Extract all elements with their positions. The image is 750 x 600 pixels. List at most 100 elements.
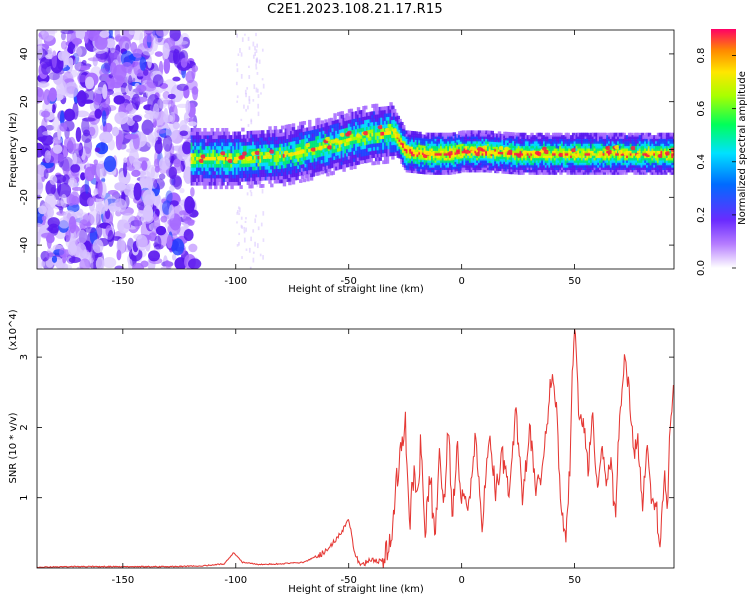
spectrogram-ridge-cell xyxy=(600,161,605,166)
spectrogram-ridge-cell xyxy=(470,166,475,171)
spectrogram-peak xyxy=(326,145,333,150)
spectrogram-ridge-cell xyxy=(196,153,200,157)
spectrogram-ridge-cell xyxy=(414,133,419,138)
spectrogram-ridge-cell xyxy=(407,135,411,140)
spectrogram-ridge-cell xyxy=(347,144,352,149)
spectrogram-point xyxy=(115,134,123,151)
spectrogram-ridge-cell xyxy=(555,144,560,149)
spectrogram-ridge-cell xyxy=(270,169,274,173)
spectrogram-point xyxy=(252,257,255,263)
spectrogram-ridge-cell xyxy=(391,145,395,149)
spectrogram-ridge-cell xyxy=(568,168,572,173)
spectrogram-ridge-cell xyxy=(553,132,558,137)
spectrogram-ridge-cell xyxy=(383,106,388,111)
spectrogram-ridge-cell xyxy=(467,139,471,144)
spectrogram-point xyxy=(140,260,149,268)
spectrogram-ridge-cell xyxy=(418,148,422,153)
spectrogram-ridge-cell xyxy=(515,146,520,151)
spectrogram-ridge-cell xyxy=(490,164,494,169)
spectrogram-ridge-cell xyxy=(362,134,366,139)
spectrogram-ridge-cell xyxy=(374,143,379,147)
spectrogram-ridge-cell xyxy=(519,166,523,171)
spectrogram-ridge-cell xyxy=(416,162,420,167)
spectrogram-ridge-cell xyxy=(552,154,556,159)
spectrogram-ridge-cell xyxy=(609,144,614,149)
spectrogram-ridge-cell xyxy=(342,142,346,147)
spectrogram-ridge-cell xyxy=(503,138,507,143)
spectrogram-ridge-cell xyxy=(608,159,612,163)
spectrogram-ridge-cell xyxy=(503,131,507,136)
spectrogram-ridge-cell xyxy=(317,157,321,162)
spectrogram-ridge-cell xyxy=(380,131,384,136)
spectrogram-ridge-cell xyxy=(436,139,440,144)
spectrogram-ridge-cell xyxy=(364,152,368,157)
spectrogram-ridge-cell xyxy=(443,166,447,171)
spectrogram-point xyxy=(247,36,250,41)
spectrogram-ridge-cell xyxy=(383,160,388,164)
spectrogram-ridge-cell xyxy=(467,154,471,159)
spectrogram-ridge-cell xyxy=(535,159,540,163)
spectrogram-ridge-cell xyxy=(521,163,525,168)
spectrogram-ridge-cell xyxy=(535,144,540,149)
spectrogram-ridge-cell xyxy=(597,139,601,144)
spectrogram-ridge-cell xyxy=(624,168,628,173)
spectrogram-ridge-cell xyxy=(223,142,227,147)
spectrogram-ridge-cell xyxy=(232,145,236,150)
spectrogram-ridge-cell xyxy=(609,156,614,161)
spectrogram-ridge-cell xyxy=(514,158,518,163)
spectrogram-ridge-cell xyxy=(407,152,411,156)
spectrogram-ridge-cell xyxy=(241,174,245,179)
spectrogram-ridge-cell xyxy=(421,134,426,139)
spectrogram-ridge-cell xyxy=(327,121,332,126)
spectrogram-ridge-cell xyxy=(508,156,513,160)
spectrogram-ridge-cell xyxy=(299,146,303,151)
spectrogram-ridge-cell xyxy=(523,154,527,159)
spectrogram-point xyxy=(248,46,251,50)
spectrogram-ridge-cell xyxy=(510,134,514,139)
spectrogram-ridge-cell xyxy=(230,181,234,186)
spectrogram-ridge-cell xyxy=(214,145,218,150)
spectrogram-ridge-cell xyxy=(425,142,429,146)
spectrogram-ridge-cell xyxy=(535,147,540,151)
spectrogram-ridge-cell xyxy=(362,141,366,146)
spectrogram-ridge-cell xyxy=(546,147,550,151)
spectrogram-ridge-cell xyxy=(620,159,625,163)
spectrogram-ridge-cell xyxy=(239,177,243,182)
spectrogram-ridge-cell xyxy=(566,154,570,159)
spectrogram-ridge-cell xyxy=(557,168,561,173)
spectrogram-ridge-cell xyxy=(528,144,532,149)
spectrogram-ridge-cell xyxy=(416,136,420,141)
spectrogram-point xyxy=(114,35,128,42)
spectrogram-point xyxy=(88,208,100,226)
spectrogram-ridge-cell xyxy=(273,161,278,166)
spectrogram-ridge-cell xyxy=(510,160,514,165)
spectrogram-ridge-cell xyxy=(624,161,628,166)
spectrogram-ridge-cell xyxy=(329,142,334,147)
spectrogram-ridge-cell xyxy=(394,148,399,153)
spectrogram-ridge-cell xyxy=(420,167,424,172)
spectrogram-ridge-cell xyxy=(439,168,444,173)
spectrogram-ridge-cell xyxy=(320,131,325,135)
spectrogram-ridge-cell xyxy=(206,131,211,136)
spectrogram-ridge-cell xyxy=(600,154,605,159)
spectrogram-ridge-cell xyxy=(584,166,588,171)
spectrogram-ridge-cell xyxy=(300,146,305,151)
spectrogram-ridge-cell xyxy=(373,161,377,166)
spectrogram-ridge-cell xyxy=(367,112,372,116)
spectrogram-ridge-cell xyxy=(588,147,592,151)
spectrogram-ridge-cell xyxy=(293,130,298,134)
spectrogram-ridge-cell xyxy=(383,117,388,121)
spectrogram-ridge-cell xyxy=(514,165,518,170)
spectrogram-point xyxy=(237,209,239,213)
spectrogram-ridge-cell xyxy=(221,178,225,182)
spectrogram-ridge-cell xyxy=(488,145,493,149)
spectrogram-ridge-cell xyxy=(555,163,560,168)
spectrogram-ridge-cell xyxy=(392,123,397,128)
spectrogram-ridge-cell xyxy=(627,168,632,173)
spectrogram-ridge-cell xyxy=(382,131,386,136)
spectrogram-ridge-cell xyxy=(548,171,552,175)
spectrogram-point xyxy=(190,187,195,197)
spectrogram-ridge-cell xyxy=(322,141,326,146)
spectrogram-ridge-cell xyxy=(282,161,287,165)
spectrogram-ridge-cell xyxy=(420,160,424,165)
